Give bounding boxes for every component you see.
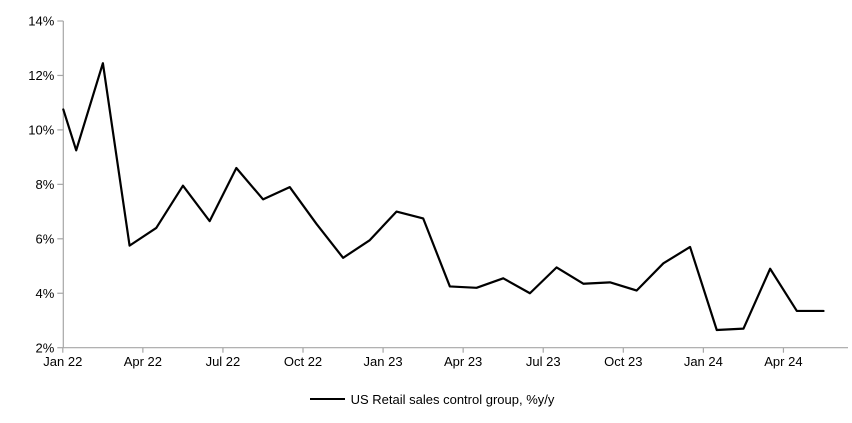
y-tick-label: 8% [36, 177, 55, 192]
x-tick-label: Oct 22 [284, 354, 322, 369]
x-tick-label: Jan 24 [684, 354, 723, 369]
legend-label: US Retail sales control group, %y/y [350, 391, 555, 407]
y-tick-label: 2% [36, 340, 55, 355]
chart-legend: US Retail sales control group, %y/y [0, 390, 852, 408]
y-tick-label: 14% [28, 14, 54, 29]
x-tick-label: Jul 22 [206, 354, 241, 369]
x-tick-label: Apr 24 [764, 354, 802, 369]
legend-line-icon [309, 398, 345, 400]
x-tick-label: Oct 23 [604, 354, 642, 369]
x-tick-label: Apr 22 [124, 354, 162, 369]
y-tick-label: 6% [36, 231, 55, 246]
y-tick-label: 10% [28, 123, 54, 138]
x-tick-label: Jul 23 [526, 354, 561, 369]
y-tick-label: 12% [28, 68, 54, 83]
x-tick-label: Jan 23 [364, 354, 403, 369]
series-line [62, 62, 825, 332]
x-tick-label: Apr 23 [444, 354, 482, 369]
x-tick-label: Jan 22 [43, 354, 82, 369]
y-tick-label: 4% [36, 286, 55, 301]
